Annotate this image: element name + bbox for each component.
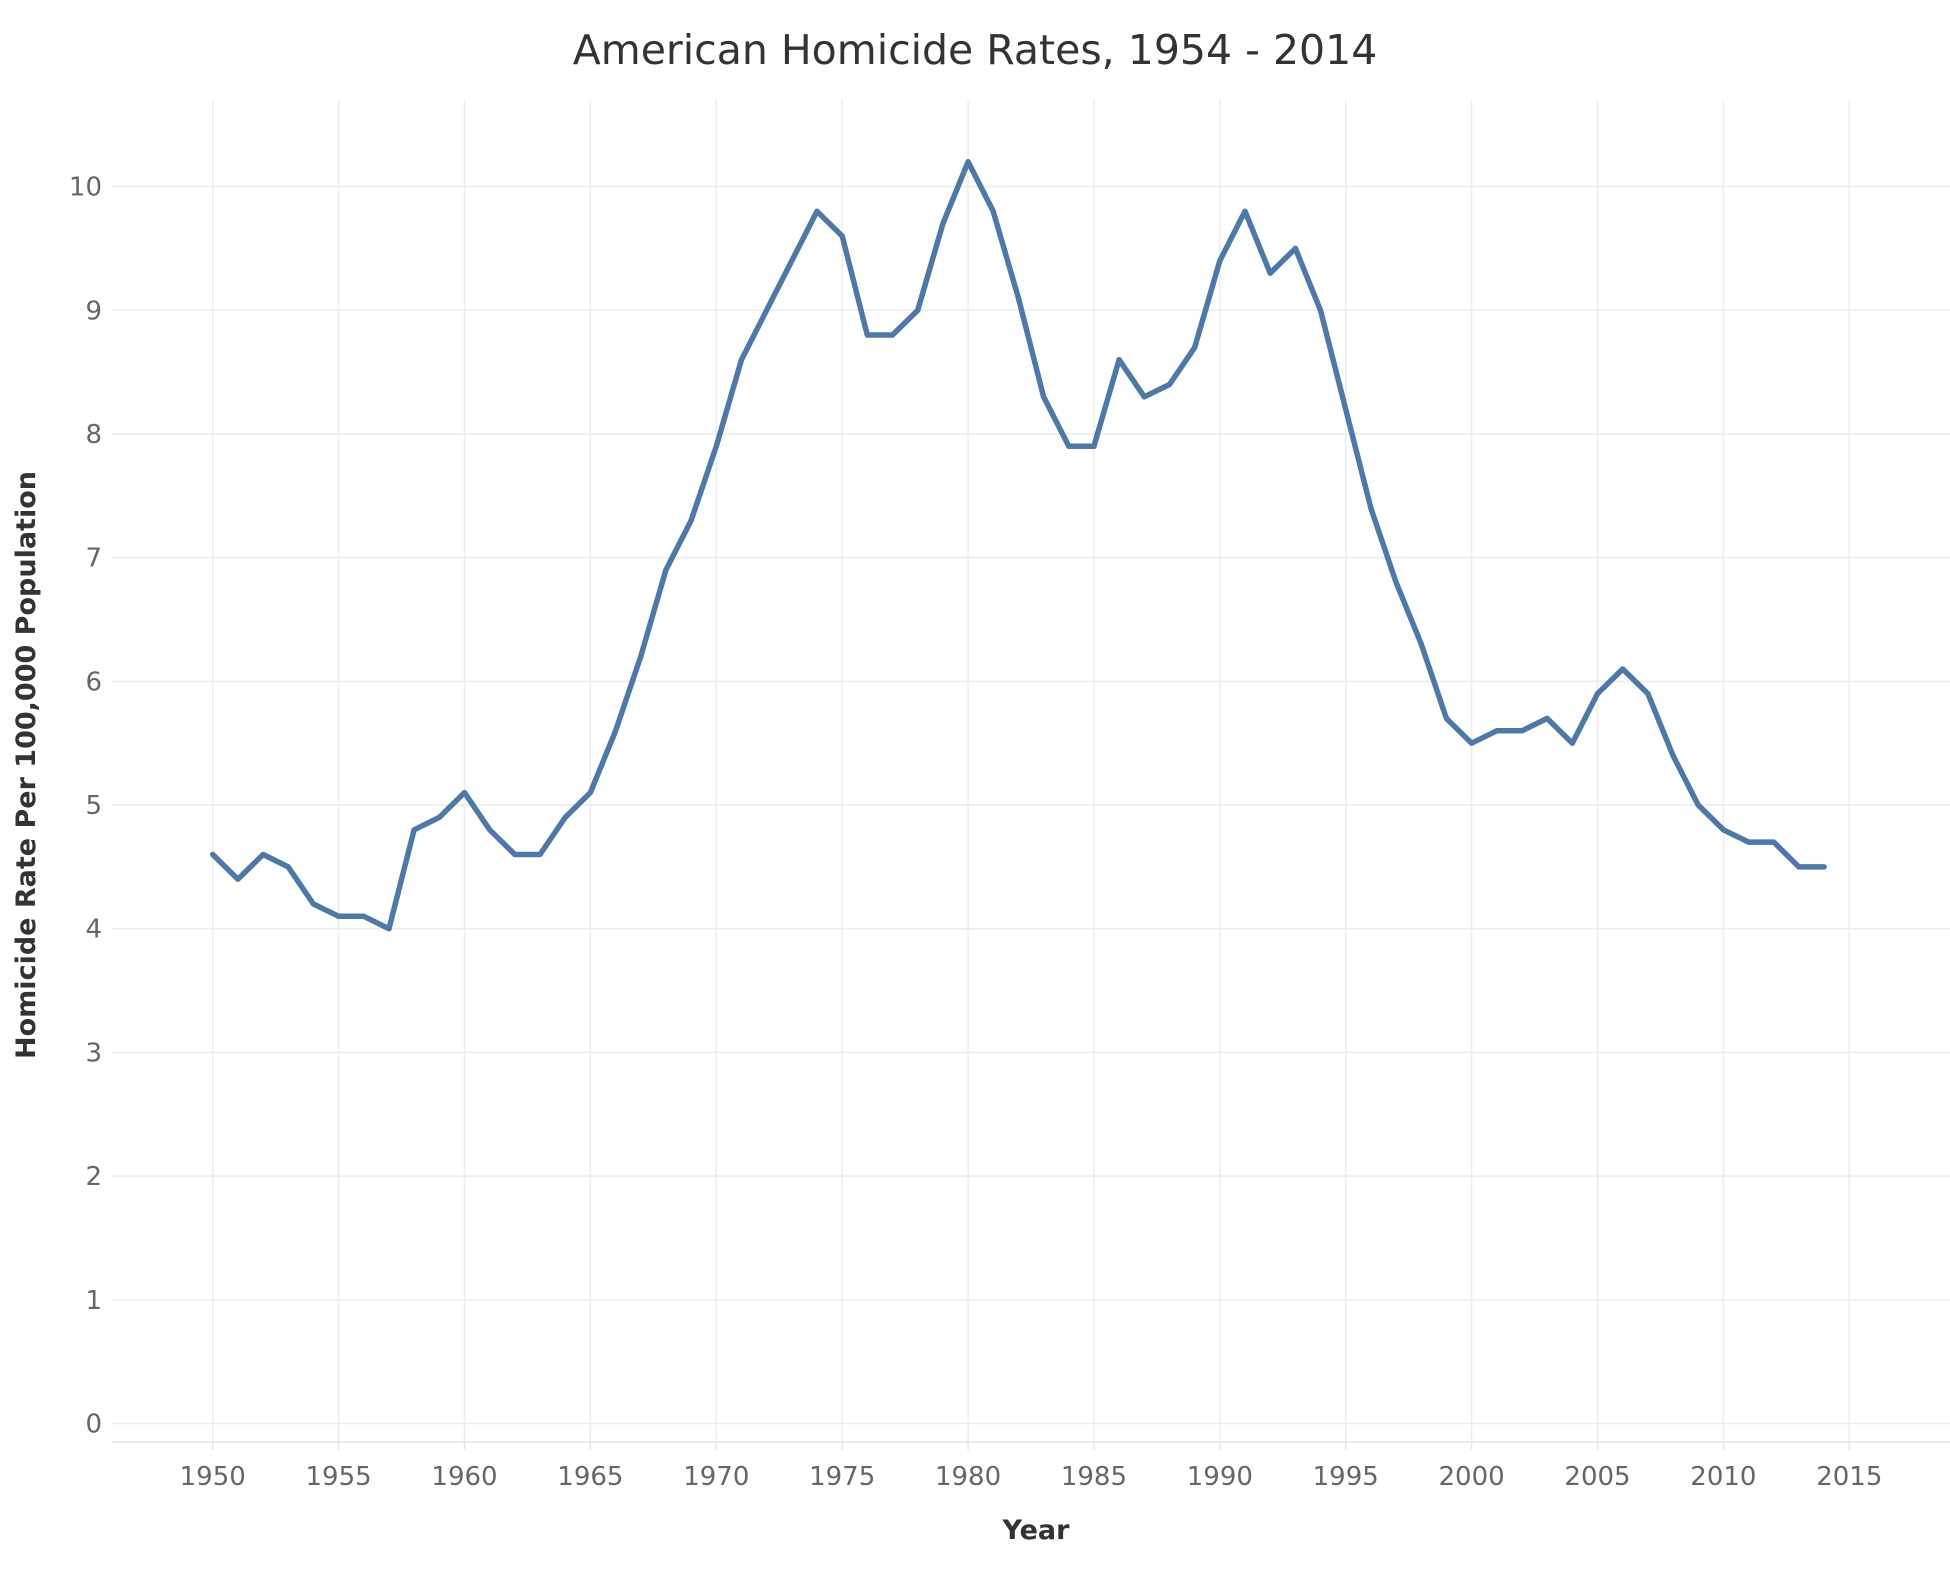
y-tick-label: 0 — [85, 1409, 102, 1439]
data-point — [688, 518, 694, 524]
y-tick-label: 7 — [85, 544, 102, 574]
data-point — [1192, 344, 1198, 350]
data-point — [1595, 691, 1601, 697]
series-layer — [209, 159, 1827, 932]
x-tick-label: 2005 — [1564, 1462, 1630, 1492]
y-tick-label: 3 — [85, 1038, 102, 1068]
data-point — [1015, 295, 1021, 301]
data-point — [764, 307, 770, 313]
axes — [112, 1441, 1950, 1450]
series-line — [209, 159, 1827, 932]
data-point — [864, 332, 870, 338]
chart-title: American Homicide Rates, 1954 - 2014 — [572, 26, 1378, 74]
y-tick-label: 9 — [85, 296, 102, 326]
data-point — [1393, 579, 1399, 585]
data-point — [310, 901, 316, 907]
data-point — [260, 851, 266, 857]
x-tick-label: 1950 — [180, 1462, 246, 1492]
x-tick-label: 2015 — [1816, 1462, 1882, 1492]
y-tick-label: 1 — [85, 1286, 102, 1316]
data-point — [487, 827, 493, 833]
data-point — [285, 864, 291, 870]
x-tick-label: 1975 — [809, 1462, 875, 1492]
data-point — [839, 233, 845, 239]
data-point — [613, 728, 619, 734]
data-point — [461, 790, 467, 796]
y-tick-label: 5 — [85, 791, 102, 821]
data-point — [1569, 740, 1575, 746]
data-point — [336, 913, 342, 919]
x-tick-label: 2010 — [1690, 1462, 1756, 1492]
data-point — [1519, 728, 1525, 734]
data-point — [1242, 208, 1248, 214]
data-point — [1670, 753, 1676, 759]
data-point — [1141, 394, 1147, 400]
x-tick-label: 1960 — [431, 1462, 497, 1492]
data-point — [1343, 406, 1349, 412]
data-point — [1494, 728, 1500, 734]
data-point — [1091, 443, 1097, 449]
data-point — [537, 851, 543, 857]
data-point — [1821, 864, 1827, 870]
data-point — [663, 567, 669, 573]
grid-lines — [112, 100, 1950, 1442]
tick-labels: 0 1 2 3 4 5 6 7 8 9 10 1950 1955 1960 1965 1970 1975 1980… — [69, 173, 1882, 1492]
x-tick-label: 1965 — [557, 1462, 623, 1492]
y-tick-label: 6 — [85, 667, 102, 697]
data-point — [1796, 864, 1802, 870]
data-point — [587, 790, 593, 796]
data-point — [1368, 505, 1374, 511]
y-axis-title: Homicide Rate Per 100,000 Population — [11, 471, 42, 1059]
data-point — [638, 654, 644, 660]
x-tick-label: 1980 — [935, 1462, 1001, 1492]
data-point — [386, 926, 392, 932]
data-point — [1041, 394, 1047, 400]
data-point — [1166, 381, 1172, 387]
data-point — [789, 258, 795, 264]
data-point — [562, 814, 568, 820]
data-point — [1544, 715, 1550, 721]
data-point — [361, 913, 367, 919]
x-tick-label: 1995 — [1313, 1462, 1379, 1492]
data-point — [1469, 740, 1475, 746]
data-point — [235, 876, 241, 882]
y-tick-label: 10 — [69, 173, 102, 203]
x-tick-label: 1990 — [1187, 1462, 1253, 1492]
data-point — [1217, 258, 1223, 264]
data-point — [990, 208, 996, 214]
data-point — [1116, 357, 1122, 363]
data-point — [411, 827, 417, 833]
data-point — [1292, 245, 1298, 251]
y-tick-label: 8 — [85, 420, 102, 450]
data-point — [1267, 270, 1273, 276]
data-point — [1645, 691, 1651, 697]
data-point — [738, 357, 744, 363]
data-point — [1066, 443, 1072, 449]
data-point — [1318, 307, 1324, 313]
x-tick-label: 2000 — [1439, 1462, 1505, 1492]
data-point — [890, 332, 896, 338]
x-axis-title: Year — [1002, 1515, 1071, 1546]
data-point — [1418, 641, 1424, 647]
data-point — [940, 221, 946, 227]
data-point — [713, 443, 719, 449]
y-tick-label: 4 — [85, 915, 102, 945]
data-point — [1695, 802, 1701, 808]
y-tick-label: 2 — [85, 1162, 102, 1192]
data-point — [814, 208, 820, 214]
data-point — [1443, 715, 1449, 721]
data-point — [965, 159, 971, 165]
data-point — [915, 307, 921, 313]
data-point — [512, 851, 518, 857]
data-point — [1720, 827, 1726, 833]
x-tick-label: 1985 — [1061, 1462, 1127, 1492]
data-point — [1620, 666, 1626, 672]
data-point — [1746, 839, 1752, 845]
x-tick-label: 1970 — [683, 1462, 749, 1492]
data-point — [210, 851, 216, 857]
data-point — [436, 814, 442, 820]
x-tick-label: 1955 — [306, 1462, 372, 1492]
data-point — [1771, 839, 1777, 845]
